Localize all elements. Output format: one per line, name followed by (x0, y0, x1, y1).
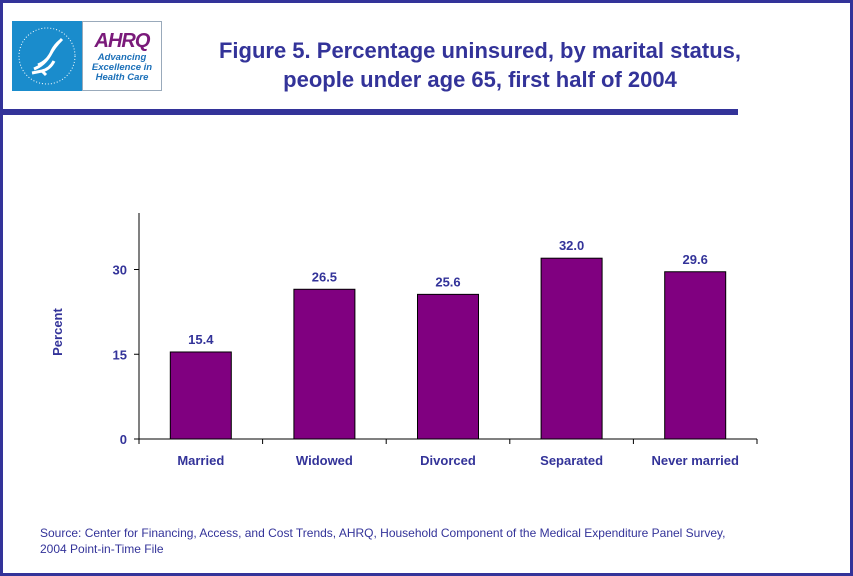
title-line-1: Figure 5. Percentage uninsured, by marit… (218, 38, 742, 63)
bar (664, 271, 727, 440)
data-label: 32.0 (559, 238, 584, 253)
logo: AHRQ Advancing Excellence in Health Care (12, 21, 162, 91)
bar (417, 293, 479, 440)
data-label: 26.5 (312, 269, 337, 284)
ahrq-logo: AHRQ Advancing Excellence in Health Care (82, 21, 162, 91)
bar (169, 351, 232, 440)
y-tick-label: 0 (120, 432, 127, 447)
y-axis-label: Percent (50, 307, 65, 355)
bar (540, 257, 603, 440)
page-title: Figure 5. Percentage uninsured, by marit… (170, 36, 790, 94)
hhs-eagle-logo-icon (12, 21, 82, 91)
x-tick-label: Divorced (420, 453, 476, 468)
title-line-2: people under age 65, first half of 2004 (283, 67, 677, 92)
data-label: 29.6 (683, 252, 708, 267)
data-label: 25.6 (435, 274, 460, 289)
x-tick-label: Widowed (296, 453, 353, 468)
y-tick-label: 15 (113, 347, 127, 362)
source-line-1: Source: Center for Financing, Access, an… (40, 526, 726, 540)
bar-chart: 0 15 30 Percent 15.4 Married 26.5 Widowed 25.6 Di… (50, 213, 758, 468)
ahrq-logo-name: AHRQ (94, 30, 151, 52)
source-note: Source: Center for Financing, Access, an… (40, 525, 840, 557)
y-tick-label: 30 (113, 263, 127, 278)
source-line-2: 2004 Point-in-Time File (40, 542, 164, 556)
data-label: 15.4 (188, 332, 214, 347)
bar (293, 288, 356, 440)
x-tick-label: Never married (651, 453, 738, 468)
x-tick-label: Married (177, 453, 224, 468)
header-divider (3, 109, 738, 115)
x-tick-label: Separated (540, 453, 603, 468)
ahrq-tagline: Advancing Excellence in Health Care (91, 52, 153, 83)
